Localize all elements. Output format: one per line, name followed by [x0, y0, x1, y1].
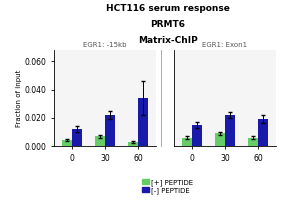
Text: HCT116 serum response: HCT116 serum response [106, 4, 230, 13]
Bar [62, 140, 72, 146]
Legend: [+] PEPTIDE, [-] PEPTIDE: [+] PEPTIDE, [-] PEPTIDE [140, 176, 196, 197]
Bar [105, 115, 115, 146]
Text: Matrix-ChIP: Matrix-ChIP [138, 36, 198, 45]
Bar [258, 119, 268, 146]
Bar [138, 98, 148, 146]
Title: EGR1: -15kb: EGR1: -15kb [83, 42, 127, 48]
Title: EGR1: Exon1: EGR1: Exon1 [202, 42, 247, 48]
Bar [225, 115, 235, 146]
Bar [95, 136, 105, 146]
Bar [128, 142, 138, 146]
Bar [182, 138, 192, 146]
Bar [248, 138, 258, 146]
Bar [215, 133, 225, 146]
Y-axis label: Fraction of Input: Fraction of Input [16, 69, 22, 127]
Text: PRMT6: PRMT6 [151, 20, 185, 29]
Bar [192, 125, 202, 146]
Bar [72, 129, 82, 146]
